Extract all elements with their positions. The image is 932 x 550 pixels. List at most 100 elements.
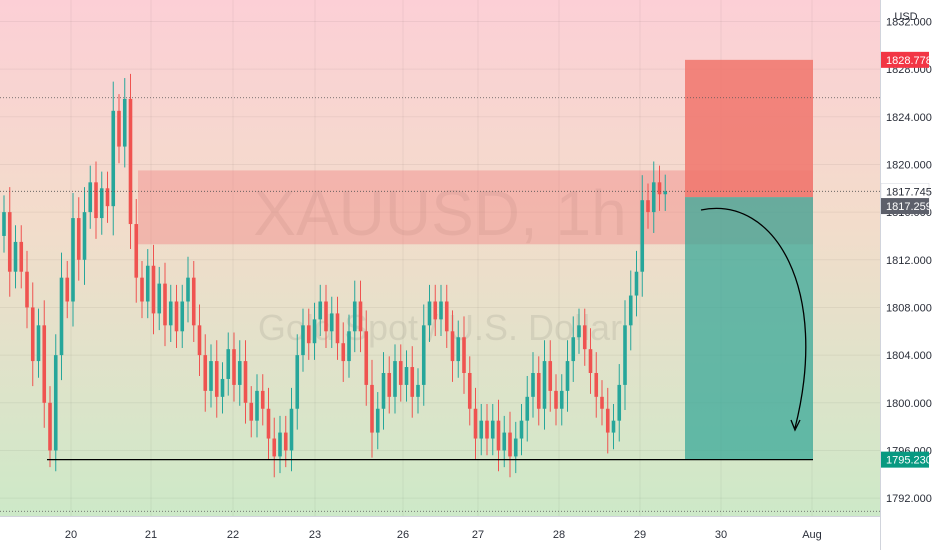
candle-body bbox=[335, 313, 340, 344]
candle-body bbox=[82, 212, 87, 260]
candle-body bbox=[71, 218, 75, 302]
y-tick-label: 1792.000 bbox=[886, 493, 932, 505]
candle-body bbox=[111, 110, 116, 207]
candle-body bbox=[467, 372, 472, 409]
candle-body bbox=[427, 301, 432, 326]
candle-body bbox=[536, 372, 541, 409]
take-profit-area[interactable] bbox=[685, 197, 813, 460]
candle-body bbox=[398, 361, 403, 385]
candle-body bbox=[117, 110, 121, 147]
candle-body bbox=[203, 355, 208, 391]
x-tick-label: Aug bbox=[802, 529, 822, 541]
projection-arrowhead-icon bbox=[790, 419, 801, 432]
candle-body bbox=[94, 182, 98, 219]
candle-body bbox=[324, 301, 328, 332]
x-tick-label: 30 bbox=[715, 529, 727, 541]
candle-body bbox=[559, 390, 564, 409]
candle-body bbox=[525, 396, 530, 421]
x-tick-label: 22 bbox=[227, 529, 239, 541]
candle-body bbox=[140, 277, 144, 302]
stop-loss-tag[interactable] bbox=[881, 51, 929, 68]
candle-body bbox=[617, 384, 622, 421]
candle-body bbox=[197, 325, 202, 356]
candle-body bbox=[577, 325, 581, 338]
candle-body bbox=[531, 372, 535, 397]
entry-tag[interactable] bbox=[881, 198, 929, 215]
candle-body bbox=[105, 188, 110, 207]
candle-body bbox=[663, 191, 668, 195]
candle-body bbox=[295, 355, 300, 409]
candle-body bbox=[88, 182, 93, 213]
candle-body bbox=[312, 319, 317, 344]
candle-body bbox=[48, 402, 52, 451]
candle-body bbox=[214, 361, 219, 397]
y-tick-label: 1820.000 bbox=[886, 159, 932, 171]
candle-body bbox=[341, 343, 346, 362]
candle-body bbox=[490, 420, 495, 439]
candle-body bbox=[554, 390, 558, 409]
candle-body bbox=[76, 218, 81, 260]
target-tag[interactable] bbox=[881, 451, 929, 468]
candle-body bbox=[128, 98, 133, 225]
stop-loss-area[interactable] bbox=[685, 59, 813, 198]
current-price-tag-label: 1817.745 bbox=[886, 186, 932, 198]
candle-body bbox=[59, 277, 64, 356]
candle-body bbox=[628, 295, 633, 326]
candle-body bbox=[410, 367, 415, 397]
projection-arrow bbox=[700, 207, 807, 429]
candle-body bbox=[283, 432, 288, 451]
candle-body bbox=[180, 301, 185, 332]
candle-body bbox=[513, 438, 518, 457]
candle-body bbox=[479, 420, 484, 439]
candle-body bbox=[42, 325, 47, 403]
candle-body bbox=[266, 408, 271, 439]
candle-body bbox=[7, 212, 12, 272]
candle-body bbox=[571, 337, 576, 362]
candle-body bbox=[237, 361, 242, 385]
candle-body bbox=[13, 241, 18, 272]
candle-body bbox=[358, 301, 363, 332]
candle-body bbox=[657, 182, 662, 195]
x-tick-label: 20 bbox=[65, 529, 77, 541]
candle-body bbox=[519, 420, 524, 439]
y-tick-label: 1824.000 bbox=[886, 112, 932, 124]
candle-body bbox=[134, 224, 139, 278]
candle-body bbox=[249, 402, 254, 421]
candle-body bbox=[588, 349, 593, 373]
candle-body bbox=[347, 331, 351, 362]
candle-body bbox=[594, 372, 599, 397]
watermark-symbol: XAUUSD, 1h bbox=[253, 177, 626, 249]
stop-loss-tag-label: 1828.778 bbox=[886, 55, 932, 67]
candle-body bbox=[53, 355, 58, 451]
candle-body bbox=[151, 265, 156, 314]
currency-label: USD bbox=[894, 11, 917, 23]
candle-body bbox=[272, 438, 277, 457]
candle-body bbox=[174, 301, 179, 332]
y-tick-label: 1800.000 bbox=[886, 398, 932, 410]
candle-body bbox=[243, 361, 248, 403]
x-tick-label: 29 bbox=[634, 529, 646, 541]
candle-body bbox=[640, 200, 645, 272]
candle-body bbox=[30, 307, 35, 362]
candle-series bbox=[2, 73, 668, 478]
x-tick-label: 26 bbox=[397, 529, 409, 541]
x-tick-label: 28 bbox=[553, 529, 565, 541]
y-tick-label: 1812.000 bbox=[886, 255, 932, 267]
candle-body bbox=[289, 408, 294, 451]
candle-body bbox=[548, 361, 553, 391]
candle-body bbox=[226, 349, 231, 379]
candle-body bbox=[209, 361, 213, 391]
candle-body bbox=[421, 325, 426, 385]
candle-body bbox=[306, 325, 311, 344]
candle-body bbox=[651, 182, 656, 213]
candle-body bbox=[19, 241, 24, 272]
candle-body bbox=[352, 301, 357, 332]
candle-body bbox=[157, 283, 162, 314]
candle-body bbox=[186, 277, 190, 302]
candle-body bbox=[278, 432, 282, 457]
x-tick-label: 23 bbox=[309, 529, 321, 541]
target-tag-label: 1795.230 bbox=[886, 455, 932, 467]
candle-body bbox=[168, 301, 173, 326]
y-tick-label: 1808.000 bbox=[886, 302, 932, 314]
